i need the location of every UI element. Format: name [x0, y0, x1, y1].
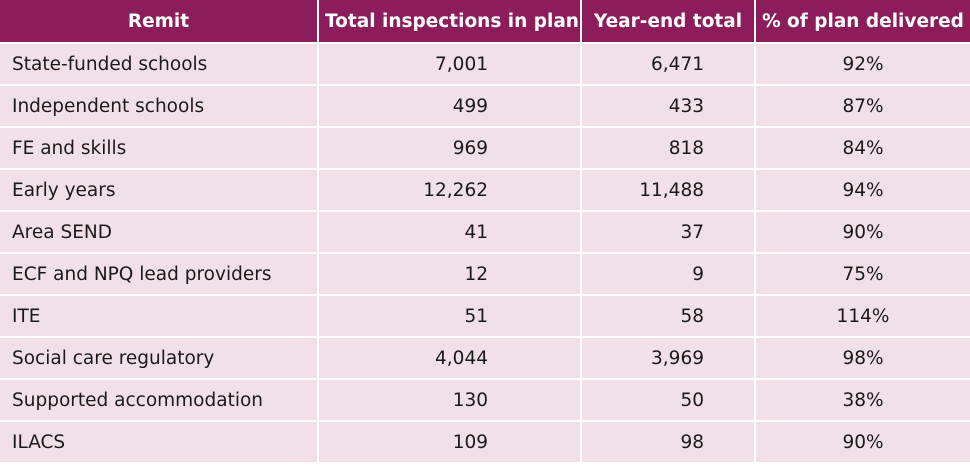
percent-delivered-cell: 75% [756, 254, 970, 296]
remit-cell: ILACS [0, 422, 319, 464]
year-end-total-cell: 37 [582, 212, 756, 254]
percent-delivered-cell: 90% [756, 422, 970, 464]
total-in-plan-cell: 12 [319, 254, 582, 296]
remit-cell: ITE [0, 296, 319, 338]
table-row: ECF and NPQ lead providers 12 9 75% [0, 254, 970, 296]
total-in-plan-cell: 7,001 [319, 44, 582, 86]
remit-cell: Supported accommodation [0, 380, 319, 422]
column-header-year-end-total: Year-end total [582, 0, 756, 44]
year-end-total-cell: 3,969 [582, 338, 756, 380]
table-row: Supported accommodation 130 50 38% [0, 380, 970, 422]
total-in-plan-cell: 51 [319, 296, 582, 338]
remit-cell: FE and skills [0, 128, 319, 170]
remit-cell: State-funded schools [0, 44, 319, 86]
remit-cell: ECF and NPQ lead providers [0, 254, 319, 296]
total-in-plan-cell: 130 [319, 380, 582, 422]
percent-delivered-cell: 38% [756, 380, 970, 422]
table-row: Early years 12,262 11,488 94% [0, 170, 970, 212]
remit-cell: Independent schools [0, 86, 319, 128]
year-end-total-cell: 6,471 [582, 44, 756, 86]
year-end-total-cell: 818 [582, 128, 756, 170]
remit-cell: Area SEND [0, 212, 319, 254]
percent-delivered-cell: 92% [756, 44, 970, 86]
header-row: Remit Total inspections in plan Year-end… [0, 0, 970, 44]
table-row: State-funded schools 7,001 6,471 92% [0, 44, 970, 86]
year-end-total-cell: 98 [582, 422, 756, 464]
table-row: Social care regulatory 4,044 3,969 98% [0, 338, 970, 380]
total-in-plan-cell: 499 [319, 86, 582, 128]
total-in-plan-cell: 41 [319, 212, 582, 254]
remit-cell: Early years [0, 170, 319, 212]
percent-delivered-cell: 87% [756, 86, 970, 128]
percent-delivered-cell: 84% [756, 128, 970, 170]
table-row: Area SEND 41 37 90% [0, 212, 970, 254]
percent-delivered-cell: 114% [756, 296, 970, 338]
remit-cell: Social care regulatory [0, 338, 319, 380]
year-end-total-cell: 50 [582, 380, 756, 422]
total-in-plan-cell: 109 [319, 422, 582, 464]
total-in-plan-cell: 4,044 [319, 338, 582, 380]
percent-delivered-cell: 98% [756, 338, 970, 380]
table-row: FE and skills 969 818 84% [0, 128, 970, 170]
column-header-total-in-plan: Total inspections in plan [319, 0, 582, 44]
year-end-total-cell: 58 [582, 296, 756, 338]
percent-delivered-cell: 94% [756, 170, 970, 212]
table-row: Independent schools 499 433 87% [0, 86, 970, 128]
total-in-plan-cell: 969 [319, 128, 582, 170]
year-end-total-cell: 11,488 [582, 170, 756, 212]
percent-delivered-cell: 90% [756, 212, 970, 254]
year-end-total-cell: 433 [582, 86, 756, 128]
column-header-remit: Remit [0, 0, 319, 44]
column-header-percent-delivered: % of plan delivered [756, 0, 970, 44]
table-row: ITE 51 58 114% [0, 296, 970, 338]
total-in-plan-cell: 12,262 [319, 170, 582, 212]
year-end-total-cell: 9 [582, 254, 756, 296]
table-row: ILACS 109 98 90% [0, 422, 970, 464]
